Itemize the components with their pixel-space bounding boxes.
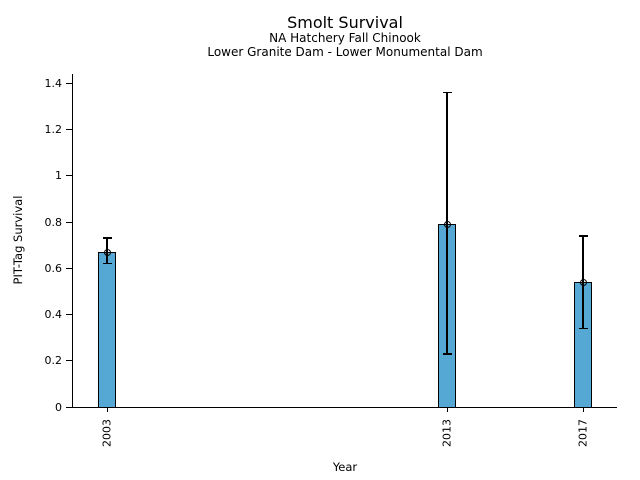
y-tick-mark xyxy=(66,406,72,408)
y-tick-label: 0.6 xyxy=(44,261,63,275)
y-tick-mark xyxy=(66,221,72,223)
y-tick-label: 0.8 xyxy=(44,215,63,229)
x-tick-mark xyxy=(446,408,448,412)
error-bar-cap-bottom-2003 xyxy=(102,262,112,265)
point-marker-2017 xyxy=(579,278,587,286)
error-bar-cap-top-2017 xyxy=(578,235,588,237)
error-bar-cap-bottom-2013 xyxy=(442,353,452,355)
y-axis-label: PIT-Tag Survival xyxy=(11,195,25,285)
y-tick-label: 0.2 xyxy=(44,354,63,368)
y-tick-mark xyxy=(66,314,72,315)
x-tick-label: 2013 xyxy=(440,419,454,447)
y-tick-label: 1.2 xyxy=(44,123,63,136)
y-axis-spine xyxy=(72,74,73,408)
chart-subtitle-reach: Lower Granite Dam - Lower Monumental Dam xyxy=(207,45,483,59)
chart-subtitle-species: NA Hatchery Fall Chinook xyxy=(269,31,421,45)
x-tick-mark xyxy=(582,408,584,412)
error-bar-cap-bottom-2017 xyxy=(578,327,588,330)
x-tick-mark xyxy=(106,408,108,412)
y-tick-mark xyxy=(66,129,72,130)
x-tick-label: 2003 xyxy=(100,419,114,447)
bar-2003 xyxy=(98,252,116,408)
x-tick-label: 2017 xyxy=(576,419,590,447)
x-axis-spine xyxy=(72,407,617,408)
y-tick-mark xyxy=(66,82,72,84)
error-bar-cap-top-2003 xyxy=(102,237,112,239)
x-axis-label: Year xyxy=(332,460,358,474)
y-tick-mark xyxy=(66,267,72,269)
y-tick-mark xyxy=(66,360,72,362)
y-tick-mark xyxy=(66,175,72,177)
point-marker-2003 xyxy=(103,248,111,256)
point-marker-2013 xyxy=(443,220,451,228)
y-tick-label: 0 xyxy=(55,400,62,414)
chart-title: Smolt Survival xyxy=(287,13,403,32)
y-tick-label: 1 xyxy=(55,169,62,183)
y-tick-label: 0.4 xyxy=(44,308,63,321)
error-bar-cap-top-2013 xyxy=(442,91,452,94)
y-tick-label: 1.4 xyxy=(44,76,63,90)
